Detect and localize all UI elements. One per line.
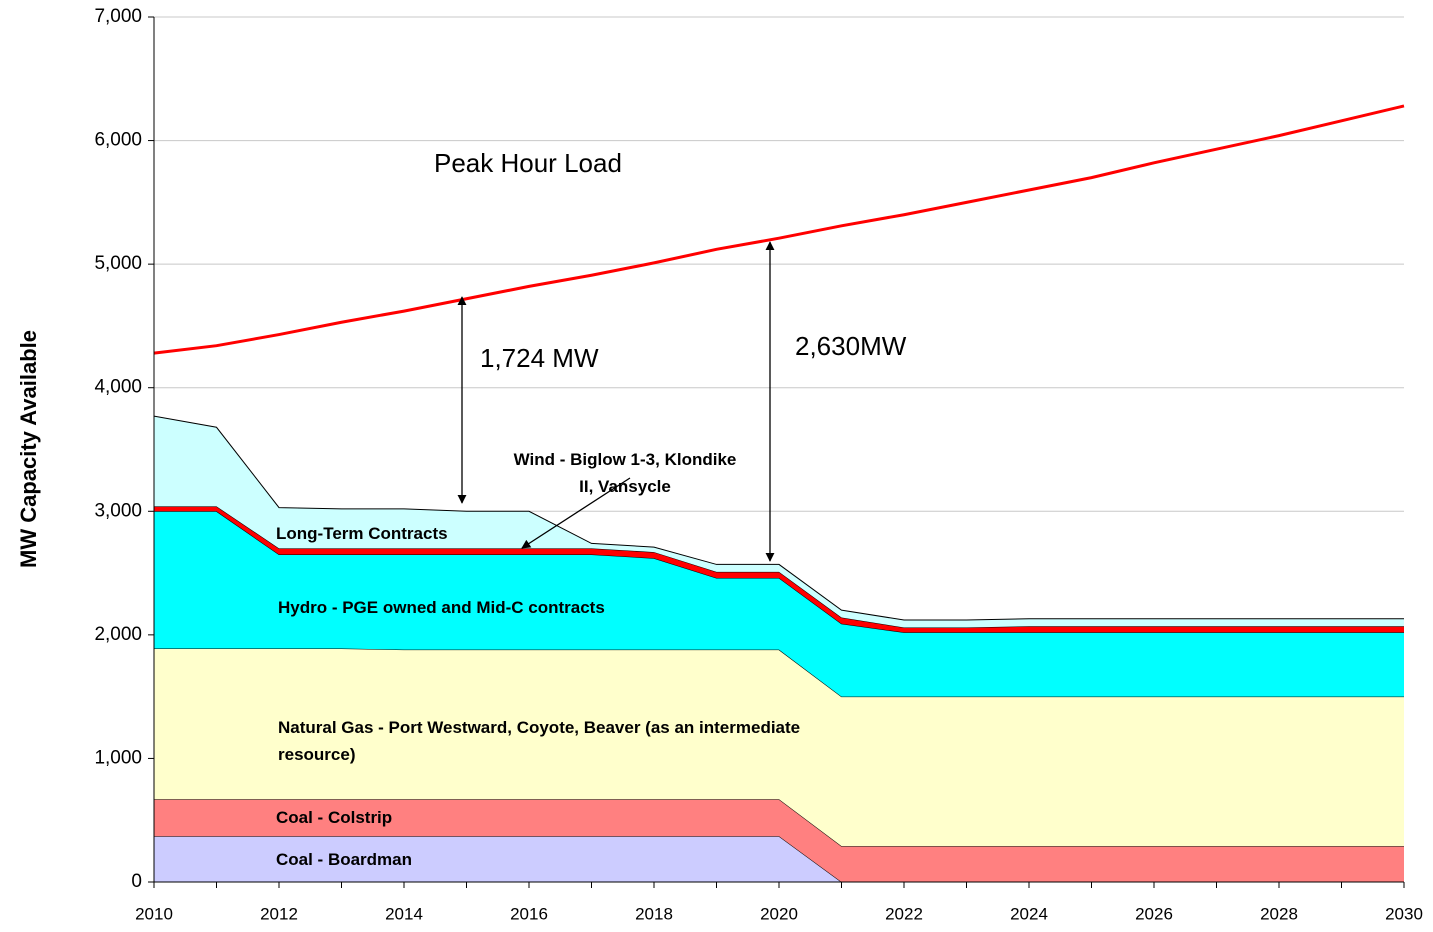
y-tick-label: 6,000 bbox=[94, 130, 142, 151]
annotation: 2,630MW bbox=[795, 331, 907, 361]
area bbox=[154, 836, 1404, 882]
y-tick-label: 2,000 bbox=[94, 624, 142, 645]
x-tick-label: 2018 bbox=[635, 904, 673, 923]
y-tick-label: 3,000 bbox=[94, 500, 142, 521]
y-tick-label: 5,000 bbox=[94, 253, 142, 274]
x-tick-label: 2020 bbox=[760, 904, 798, 923]
area-label: Natural Gas - Port Westward, Coyote, Bea… bbox=[278, 718, 801, 764]
annotation: 1,724 MW bbox=[480, 343, 599, 373]
area bbox=[154, 799, 1404, 882]
y-tick-label: 4,000 bbox=[94, 377, 142, 398]
y-tick-label: 0 bbox=[131, 871, 142, 892]
x-tick-label: 2022 bbox=[885, 904, 923, 923]
y-tick-label: 7,000 bbox=[94, 6, 142, 27]
pointer-arrow bbox=[521, 477, 631, 549]
x-tick-label: 2012 bbox=[260, 904, 298, 923]
load-line bbox=[153, 104, 1405, 355]
area-label: Coal - Boardman bbox=[276, 850, 413, 869]
x-tick-label: 2024 bbox=[1010, 904, 1048, 923]
area bbox=[154, 416, 1404, 628]
area-label: Hydro - PGE owned and Mid-C contracts bbox=[278, 598, 605, 617]
x-tick-label: 2028 bbox=[1260, 904, 1298, 923]
y-axis-label: MW Capacity Available bbox=[16, 330, 41, 568]
area-label: Long-Term Contracts bbox=[276, 524, 448, 543]
area-label: Coal - Colstrip bbox=[276, 808, 393, 827]
line-label: Peak Hour Load bbox=[434, 148, 622, 178]
area bbox=[154, 511, 1404, 697]
x-tick-label: 2026 bbox=[1135, 904, 1173, 923]
x-tick-label: 2030 bbox=[1385, 904, 1423, 923]
x-tick-label: 2010 bbox=[135, 904, 173, 923]
y-tick-label: 1,000 bbox=[94, 747, 142, 768]
area-label: Wind - Biglow 1-3, Klondike II, Vansycle bbox=[513, 450, 737, 496]
area bbox=[154, 648, 1404, 847]
x-tick-label: 2014 bbox=[385, 904, 423, 923]
x-tick-label: 2016 bbox=[510, 904, 548, 923]
area-edge bbox=[153, 415, 1404, 621]
